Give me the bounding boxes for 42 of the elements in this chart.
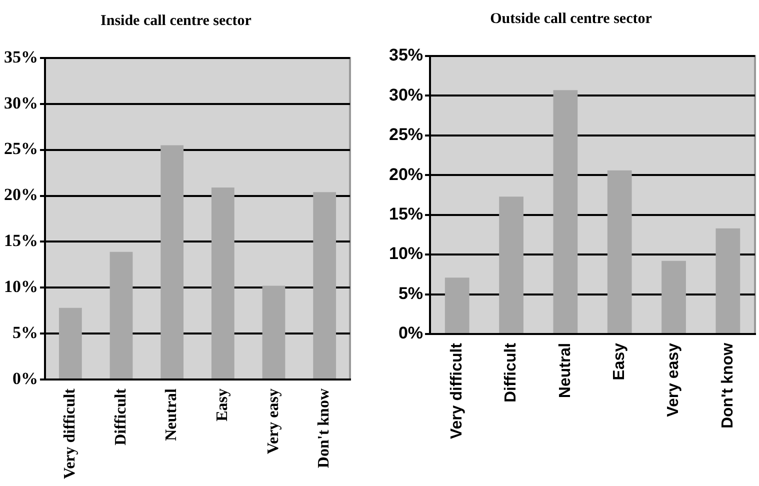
x-tick-label: Easy xyxy=(214,388,232,422)
bar xyxy=(313,192,336,378)
chart-title: Inside call centre sector xyxy=(100,12,252,29)
bar xyxy=(444,278,470,333)
y-tick-label: 20% xyxy=(4,185,38,204)
y-tick-label: 20% xyxy=(388,164,424,184)
bar xyxy=(716,228,740,333)
bar xyxy=(499,196,524,333)
bar xyxy=(110,252,133,378)
y-tick-label: 30% xyxy=(388,85,424,104)
bar xyxy=(160,145,184,378)
bar xyxy=(262,286,286,378)
x-tick-label: Easy xyxy=(611,342,628,380)
x-tick-label: Difficult xyxy=(502,342,520,403)
bar xyxy=(211,188,234,378)
y-tick-label: 5% xyxy=(398,284,424,303)
y-tick-label: 5% xyxy=(12,322,38,342)
x-tick-label: Difficult xyxy=(112,388,130,446)
x-tick-label: Very easy xyxy=(264,388,282,454)
y-tick-label: 25% xyxy=(4,139,38,158)
y-tick-label: 30% xyxy=(4,93,38,112)
y-tick-label: 0% xyxy=(12,368,38,388)
y-tick-label: 0% xyxy=(398,324,424,343)
chart-title: Outside call centre sector xyxy=(490,10,652,27)
x-tick-label: Don't know xyxy=(316,388,333,468)
y-tick-label: 25% xyxy=(388,125,424,144)
bar xyxy=(58,308,82,378)
y-tick-label: 10% xyxy=(388,244,424,264)
bar xyxy=(662,260,686,333)
y-tick-label: 35% xyxy=(388,46,424,65)
x-tick-label: Very difficult xyxy=(448,342,466,440)
y-tick-label: 35% xyxy=(4,47,38,66)
x-tick-label: Neutral xyxy=(163,388,180,441)
x-tick-label: Don't know xyxy=(719,342,736,429)
y-tick-label: 15% xyxy=(388,204,424,224)
bar xyxy=(607,170,632,333)
x-tick-label: Neutral xyxy=(556,342,574,398)
bar xyxy=(553,90,578,333)
y-tick-label: 15% xyxy=(4,231,38,250)
x-tick-label: Very easy xyxy=(665,342,682,417)
y-tick-label: 10% xyxy=(4,277,38,296)
x-tick-label: Very difficult xyxy=(62,388,79,480)
